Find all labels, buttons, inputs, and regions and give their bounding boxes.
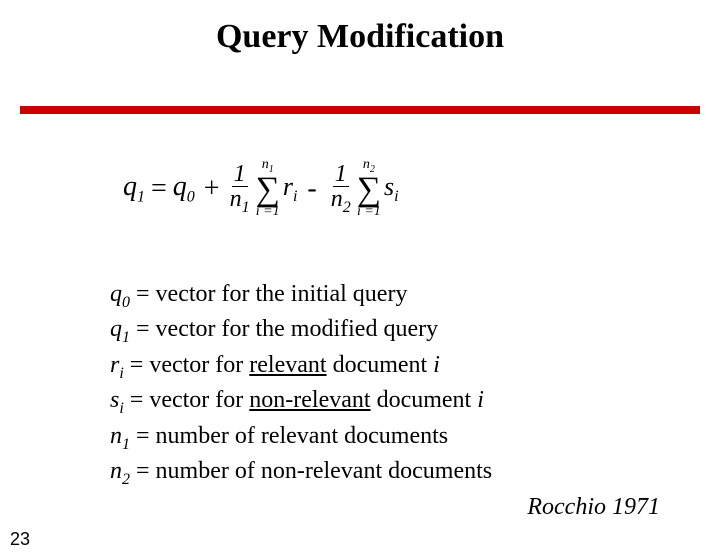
definition-row: q0 = vector for the initial query — [110, 278, 492, 313]
definitions-list: q0 = vector for the initial queryq1 = ve… — [110, 278, 492, 490]
citation: Rocchio 1971 — [527, 494, 660, 521]
summation-2: n2 ∑ i =1 — [357, 158, 381, 219]
definition-row: n2 = number of non-relevant documents — [110, 455, 492, 490]
horizontal-rule — [20, 106, 700, 114]
definition-row: ri = vector for relevant document i — [110, 349, 492, 384]
summation-1: n1 ∑ i =1 — [256, 158, 280, 219]
fraction-1: 1 n1 — [230, 162, 250, 216]
slide-title: Query Modification — [0, 18, 720, 56]
definition-row: n1 = number of relevant documents — [110, 420, 492, 455]
definition-row: si = vector for non-relevant document i — [110, 384, 492, 419]
definition-row: q1 = vector for the modified query — [110, 313, 492, 348]
fraction-2: 1 n2 — [331, 162, 351, 216]
rocchio-equation: q1 = q0 + 1 n1 n1 ∑ i =1 ri - 1 n2 n2 ∑ … — [120, 158, 399, 219]
